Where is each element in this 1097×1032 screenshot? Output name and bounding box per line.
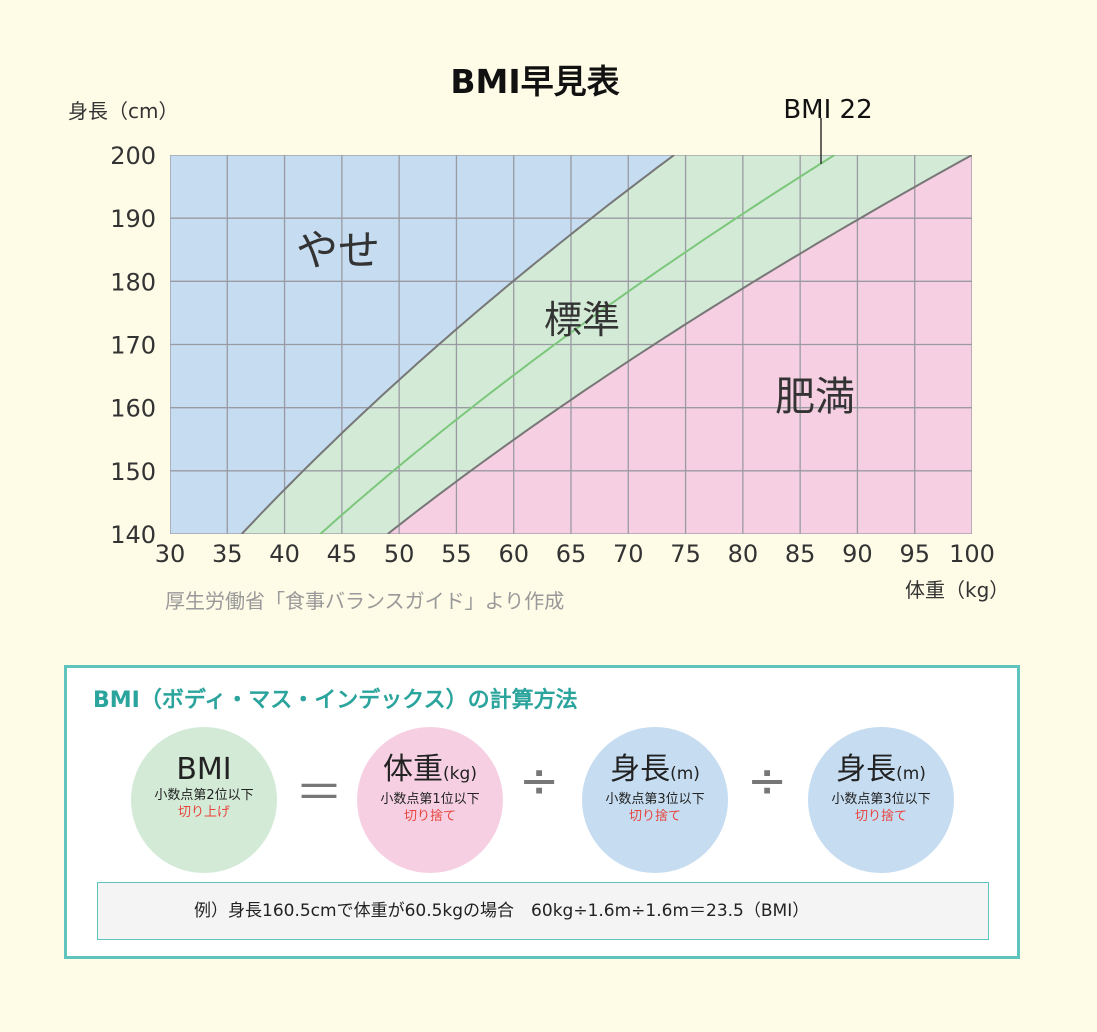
- x-tick-label: 90: [842, 540, 873, 568]
- y-tick-label: 170: [110, 332, 156, 360]
- bmi22-callout-label: BMI 22: [783, 95, 872, 125]
- equals-sign: ＝: [295, 765, 344, 821]
- source-note: 厚生労働省「食事バランスガイド」より作成: [165, 589, 564, 613]
- x-tick-label: 40: [269, 540, 300, 568]
- bmi-circle-main: BMI: [176, 752, 232, 787]
- height2-circle-main: 身長: [836, 752, 897, 787]
- y-tick-label: 200: [110, 142, 156, 170]
- grid-lines: [170, 155, 972, 534]
- weight-circle-sub: 小数点第1位以下: [380, 792, 480, 807]
- x-tick-label: 80: [728, 540, 759, 568]
- x-tick-label: 45: [327, 540, 358, 568]
- boundary-line-bmi-22: [319, 155, 836, 534]
- axis-ticks: 30 35 40 45 50 55 60 65 70 75 80 85 90 95 100 140 150 160…: [110, 142, 995, 568]
- y-tick-label: 150: [110, 458, 156, 486]
- y-tick-label: 190: [110, 205, 156, 233]
- bmi-chart: BMI早見表 身長（cm） 体重（kg） 厚生労働省「食事バランスガイド」より作…: [68, 62, 1009, 613]
- y-tick-label: 140: [110, 521, 156, 549]
- chart-title: BMI早見表: [450, 62, 619, 101]
- height1-circle-unit: (m): [670, 764, 700, 784]
- weight-circle-note: 切り捨て: [403, 809, 456, 824]
- weight-circle-unit: (kg): [443, 764, 477, 784]
- x-axis-label: 体重（kg）: [905, 578, 1009, 602]
- height2-circle-unit: (m): [896, 764, 926, 784]
- height2-circle-sub: 小数点第3位以下: [831, 792, 931, 807]
- bmi-circle-sub: 小数点第2位以下: [154, 788, 254, 803]
- y-axis-label: 身長（cm）: [68, 99, 178, 123]
- example-calculation: 例）身長160.5cmで体重が60.5kgの場合 60kg÷1.6m÷1.6m＝…: [97, 882, 989, 940]
- x-tick-label: 55: [441, 540, 472, 568]
- x-tick-label: 60: [498, 540, 529, 568]
- divide-sign-1: ÷: [519, 753, 560, 809]
- bmi-circle: BMI 小数点第2位以下 切り上げ: [131, 727, 277, 873]
- y-tick-label: 160: [110, 395, 156, 423]
- x-tick-label: 85: [785, 540, 816, 568]
- boundary-line-bmi-25: [387, 155, 972, 534]
- height-circle-2: 身長(m) 小数点第3位以下 切り捨て: [808, 727, 954, 873]
- height1-circle-main: 身長: [610, 752, 671, 787]
- x-tick-label: 75: [670, 540, 701, 568]
- weight-circle: 体重(kg) 小数点第1位以下 切り捨て: [357, 727, 503, 873]
- region-label-underweight: やせ: [296, 226, 380, 275]
- x-tick-label: 95: [899, 540, 930, 568]
- height-circle-1: 身長(m) 小数点第3位以下 切り捨て: [582, 727, 728, 873]
- height1-circle-note: 切り捨て: [628, 809, 681, 824]
- boundary-line-bmi-18-5: [240, 155, 675, 534]
- height2-circle-note: 切り捨て: [854, 809, 907, 824]
- bmi-formula-panel: BMI（ボディ・マス・インデックス）の計算方法 BMI 小数点第2位以下 切り上…: [64, 665, 1020, 959]
- height1-circle-sub: 小数点第3位以下: [605, 792, 705, 807]
- bmi-circle-note: 切り上げ: [177, 805, 230, 820]
- x-tick-label: 100: [949, 540, 995, 568]
- x-tick-label: 65: [556, 540, 587, 568]
- x-tick-label: 70: [613, 540, 644, 568]
- x-tick-label: 50: [384, 540, 415, 568]
- region-label-normal: 標準: [544, 298, 620, 342]
- y-tick-label: 180: [110, 268, 156, 296]
- weight-circle-main: 体重: [383, 752, 444, 787]
- x-tick-label: 35: [212, 540, 243, 568]
- formula-title: BMI（ボディ・マス・インデックス）の計算方法: [93, 688, 578, 713]
- divide-sign-2: ÷: [747, 753, 788, 809]
- region-label-obese: 肥満: [775, 374, 855, 420]
- x-tick-label: 30: [155, 540, 186, 568]
